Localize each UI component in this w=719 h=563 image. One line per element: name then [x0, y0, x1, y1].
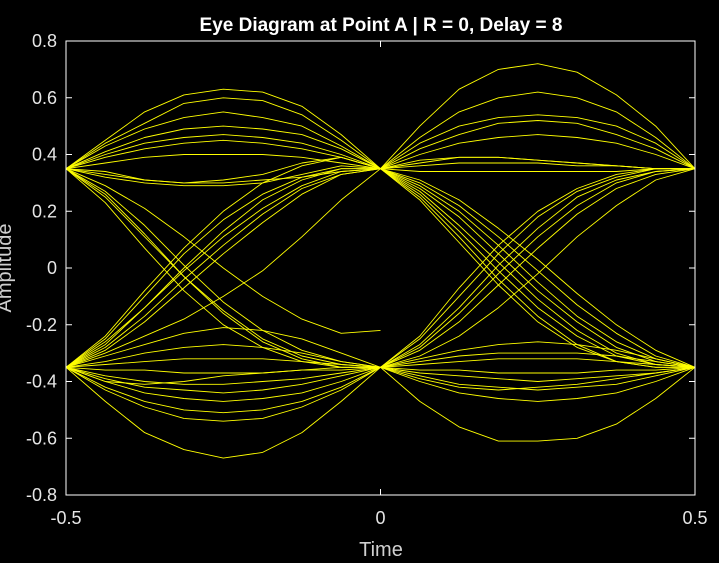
- trace-group: [65, 63, 696, 459]
- eye-trace-42: [380, 168, 695, 172]
- y-tick-label: 0.6: [32, 88, 57, 108]
- eye-trace-38: [380, 134, 696, 170]
- eye-trace-44: [380, 168, 696, 368]
- eye-trace-17: [65, 168, 381, 368]
- eye-trace-50: [380, 168, 695, 368]
- eye-trace-63: [380, 366, 696, 402]
- eye-trace-1: [65, 88, 381, 170]
- eye-trace-31: [65, 366, 381, 422]
- x-axis-label: Time: [359, 539, 403, 561]
- eye-trace-60: [380, 366, 696, 374]
- y-tick-label: -0.6: [26, 428, 57, 448]
- eye-trace-58: [380, 352, 696, 368]
- eye-trace-48: [380, 168, 696, 368]
- y-tick-label: -0.8: [26, 485, 57, 505]
- x-tick-label: 0.5: [682, 508, 707, 528]
- eye-trace-65: [380, 366, 696, 391]
- eye-trace-20: [65, 156, 381, 368]
- tick-group: -0.8 -0.6 -0.4 -0.2 0 0.2 0.4 0.6 0.8 -0.5 0 0.5: [26, 31, 708, 528]
- eye-trace-29: [65, 366, 381, 402]
- y-axis-label: Amplitude: [0, 224, 16, 313]
- eye-trace-64: [380, 366, 696, 442]
- eye-trace-55: [380, 168, 695, 368]
- eye-trace-13: [65, 168, 381, 368]
- eye-trace-18: [65, 168, 381, 368]
- chart-title: Eye Diagram at Point A | R = 0, Delay = …: [200, 15, 563, 36]
- eye-trace-19: [65, 168, 381, 368]
- eye-trace-3: [65, 111, 381, 170]
- eye-trace-49: [380, 168, 696, 368]
- eye-trace-51: [380, 168, 696, 368]
- eye-trace-9: [65, 165, 381, 187]
- y-tick-label: 0.4: [32, 145, 57, 165]
- eye-trace-21: [65, 168, 381, 368]
- eye-trace-15: [65, 168, 381, 368]
- eye-trace-35: [380, 91, 696, 170]
- eye-trace-41: [380, 162, 695, 170]
- eye-trace-37: [380, 120, 696, 170]
- eye-trace-25: [65, 358, 381, 368]
- y-tick-label: -0.2: [26, 315, 57, 335]
- eye-trace-27: [65, 366, 381, 385]
- eye-trace-33: [65, 366, 381, 385]
- eye-trace-43: [380, 168, 696, 368]
- eye-trace-53: [380, 168, 696, 368]
- eye-trace-59: [380, 358, 696, 368]
- eye-trace-23: [65, 327, 381, 368]
- eye-trace-28: [65, 366, 381, 394]
- eye-trace-26: [65, 366, 381, 374]
- eye-trace-22: [65, 168, 381, 368]
- x-tick-label: 0: [375, 508, 385, 528]
- eye-trace-8: [65, 168, 381, 184]
- eye-trace-14: [65, 168, 381, 334]
- eye-trace-52: [380, 168, 695, 368]
- eye-trace-24: [65, 344, 381, 368]
- y-tick-label: -0.4: [26, 372, 57, 392]
- eye-trace-7: [65, 154, 381, 170]
- eye-trace-11: [65, 168, 381, 368]
- eye-trace-34: [380, 63, 696, 170]
- y-tick-label: 0.8: [32, 31, 57, 51]
- y-tick-label: 0: [47, 258, 57, 278]
- eye-trace-32: [65, 366, 381, 459]
- eye-trace-10: [65, 156, 381, 184]
- eye-trace-45: [380, 168, 696, 368]
- x-tick-label: -0.5: [50, 508, 81, 528]
- eye-trace-4: [65, 125, 381, 170]
- eye-trace-62: [380, 366, 696, 391]
- eye-trace-16: [65, 168, 381, 368]
- eye-trace-2: [65, 97, 381, 170]
- eye-trace-30: [65, 366, 381, 414]
- eye-trace-61: [380, 366, 696, 382]
- eye-trace-6: [65, 139, 381, 170]
- eye-trace-54: [380, 168, 696, 368]
- eye-trace-36: [380, 114, 696, 170]
- eye-trace-46: [380, 168, 696, 368]
- eye-trace-5: [65, 134, 381, 170]
- eye-trace-12: [65, 168, 381, 368]
- eye-trace-56: [380, 168, 696, 368]
- y-tick-label: 0.2: [32, 201, 57, 221]
- eye-trace-57: [380, 341, 696, 368]
